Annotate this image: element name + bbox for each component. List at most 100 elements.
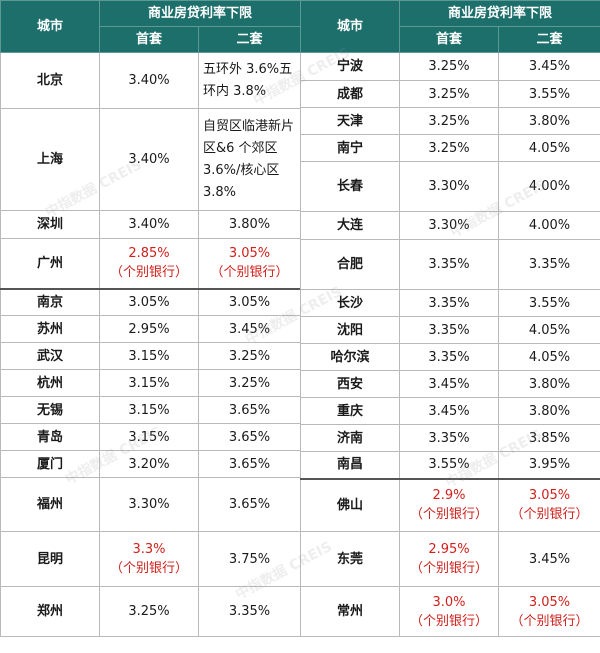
second-rate: 3.80% [497,370,600,398]
table-row: 武汉 3.15% 3.25% [0,342,302,370]
city-name: 青岛 [0,423,100,451]
city-name: 苏州 [0,315,100,343]
second-home-header: 二套 [497,26,600,53]
first-rate: 3.20% [99,450,199,478]
table-row: 福州 3.30% 3.65% [0,477,302,532]
second-rate: 3.95% [497,451,600,479]
first-rate-value: 2.9% [432,488,466,504]
first-rate: 3.55% [399,451,499,479]
second-rate: 五环外 3.6%五环内 3.8% [197,52,302,109]
rate-floor-header: 商业房贷利率下限 [398,0,600,27]
first-rate: 3.35% [399,316,499,344]
first-rate: 3.45% [399,370,499,398]
city-name: 广州 [0,238,100,289]
city-name: 济南 [300,424,400,452]
table-row: 昆明 3.3% （个别银行） 3.75% [0,531,302,587]
city-name: 昆明 [0,531,100,587]
second-rate: 3.80% [497,107,600,135]
city-name: 大连 [300,211,400,240]
first-rate: 3.30% [399,161,499,212]
second-rate: 4.00% [497,161,600,212]
second-rate: 自贸区临港新片区&6 个郊区 3.6%/核心区 3.8% [197,108,302,211]
table-row: 佛山 2.9% （个别银行） 3.05% （个别银行） [300,477,600,532]
first-rate: 3.35% [399,239,499,290]
city-name: 哈尔滨 [300,343,400,371]
city-name: 长沙 [300,289,400,317]
first-rate: 3.25% [99,586,199,637]
first-rate: 3.35% [399,289,499,317]
table-row: 杭州 3.15% 3.25% [0,369,302,397]
first-rate: 2.85% （个别银行） [99,238,199,289]
table-row: 无锡 3.15% 3.65% [0,396,302,424]
second-rate: 3.25% [197,369,302,397]
first-rate: 2.95% [99,315,199,343]
right-rate-table: 城市 商业房贷利率下限 首套 二套 宁波 3.25% 3.45% 成都 3.25… [300,0,600,637]
first-rate: 3.15% [99,396,199,424]
second-rate-note: （个别银行） [510,507,589,523]
first-rate-value: 3.3% [132,542,166,557]
first-rate-value: 2.85% [128,246,170,262]
city-name: 杭州 [0,369,100,397]
second-rate: 4.00% [497,211,600,240]
city-name: 厦门 [0,450,100,478]
city-name: 西安 [300,370,400,398]
first-rate: 3.25% [399,80,499,108]
first-rate: 3.40% [99,210,199,239]
table-row: 南宁 3.25% 4.05% [300,134,600,162]
first-rate: 3.15% [99,342,199,370]
second-rate-note: （个别银行） [510,613,589,629]
table-row: 长春 3.30% 4.00% [300,161,600,212]
first-rate: 3.45% [399,397,499,425]
city-name: 重庆 [300,397,400,425]
first-rate: 2.9% （个别银行） [399,477,499,532]
first-rate: 3.35% [399,343,499,371]
city-name: 天津 [300,107,400,135]
first-rate: 3.05% [99,287,199,316]
second-rate: 4.05% [497,316,600,344]
second-rate: 4.05% [497,343,600,371]
second-rate: 4.05% [497,134,600,162]
city-name: 南昌 [300,451,400,479]
second-rate: 3.45% [497,52,600,81]
second-rate: 3.35% [197,586,302,637]
rate-floor-header: 商业房贷利率下限 [98,0,302,27]
second-rate: 3.35% [497,239,600,290]
first-home-header: 首套 [99,26,199,53]
first-rate: 3.40% [99,52,199,109]
second-rate: 3.80% [197,210,302,239]
second-rate: 3.55% [497,80,600,108]
second-rate-value: 3.05% [228,246,271,262]
second-rate: 3.65% [197,423,302,451]
city-header: 城市 [0,0,100,53]
first-rate-value: 2.95% [428,542,470,557]
first-rate-note: （个别银行） [409,613,488,629]
city-name: 南京 [0,287,100,316]
first-rate: 3.30% [99,477,199,532]
first-rate: 3.15% [99,369,199,397]
second-rate-note: （个别银行） [210,265,289,281]
first-rate: 2.95% （个别银行） [399,531,499,587]
first-rate: 3.30% [399,211,499,240]
table-row: 成都 3.25% 3.55% [300,80,600,108]
second-rate: 3.05% （个别银行） [497,586,600,637]
table-row: 大连 3.30% 4.00% [300,211,600,240]
first-rate: 3.40% [99,108,199,211]
first-rate: 3.0% （个别银行） [399,586,499,637]
table-row: 济南 3.35% 3.85% [300,424,600,452]
first-rate-note: （个别银行） [409,507,488,523]
second-rate: 3.65% [197,477,302,532]
first-rate: 3.25% [399,107,499,135]
city-name: 沈阳 [300,316,400,344]
first-rate-value: 3.0% [432,594,466,610]
city-name: 郑州 [0,586,100,637]
first-rate: 3.25% [399,52,499,81]
table-row: 合肥 3.35% 3.35% [300,239,600,290]
first-rate: 3.15% [99,423,199,451]
city-name: 无锡 [0,396,100,424]
city-name: 南宁 [300,134,400,162]
second-rate: 3.80% [497,397,600,425]
second-rate: 3.55% [497,289,600,317]
table-row: 青岛 3.15% 3.65% [0,423,302,451]
second-rate: 3.65% [197,396,302,424]
